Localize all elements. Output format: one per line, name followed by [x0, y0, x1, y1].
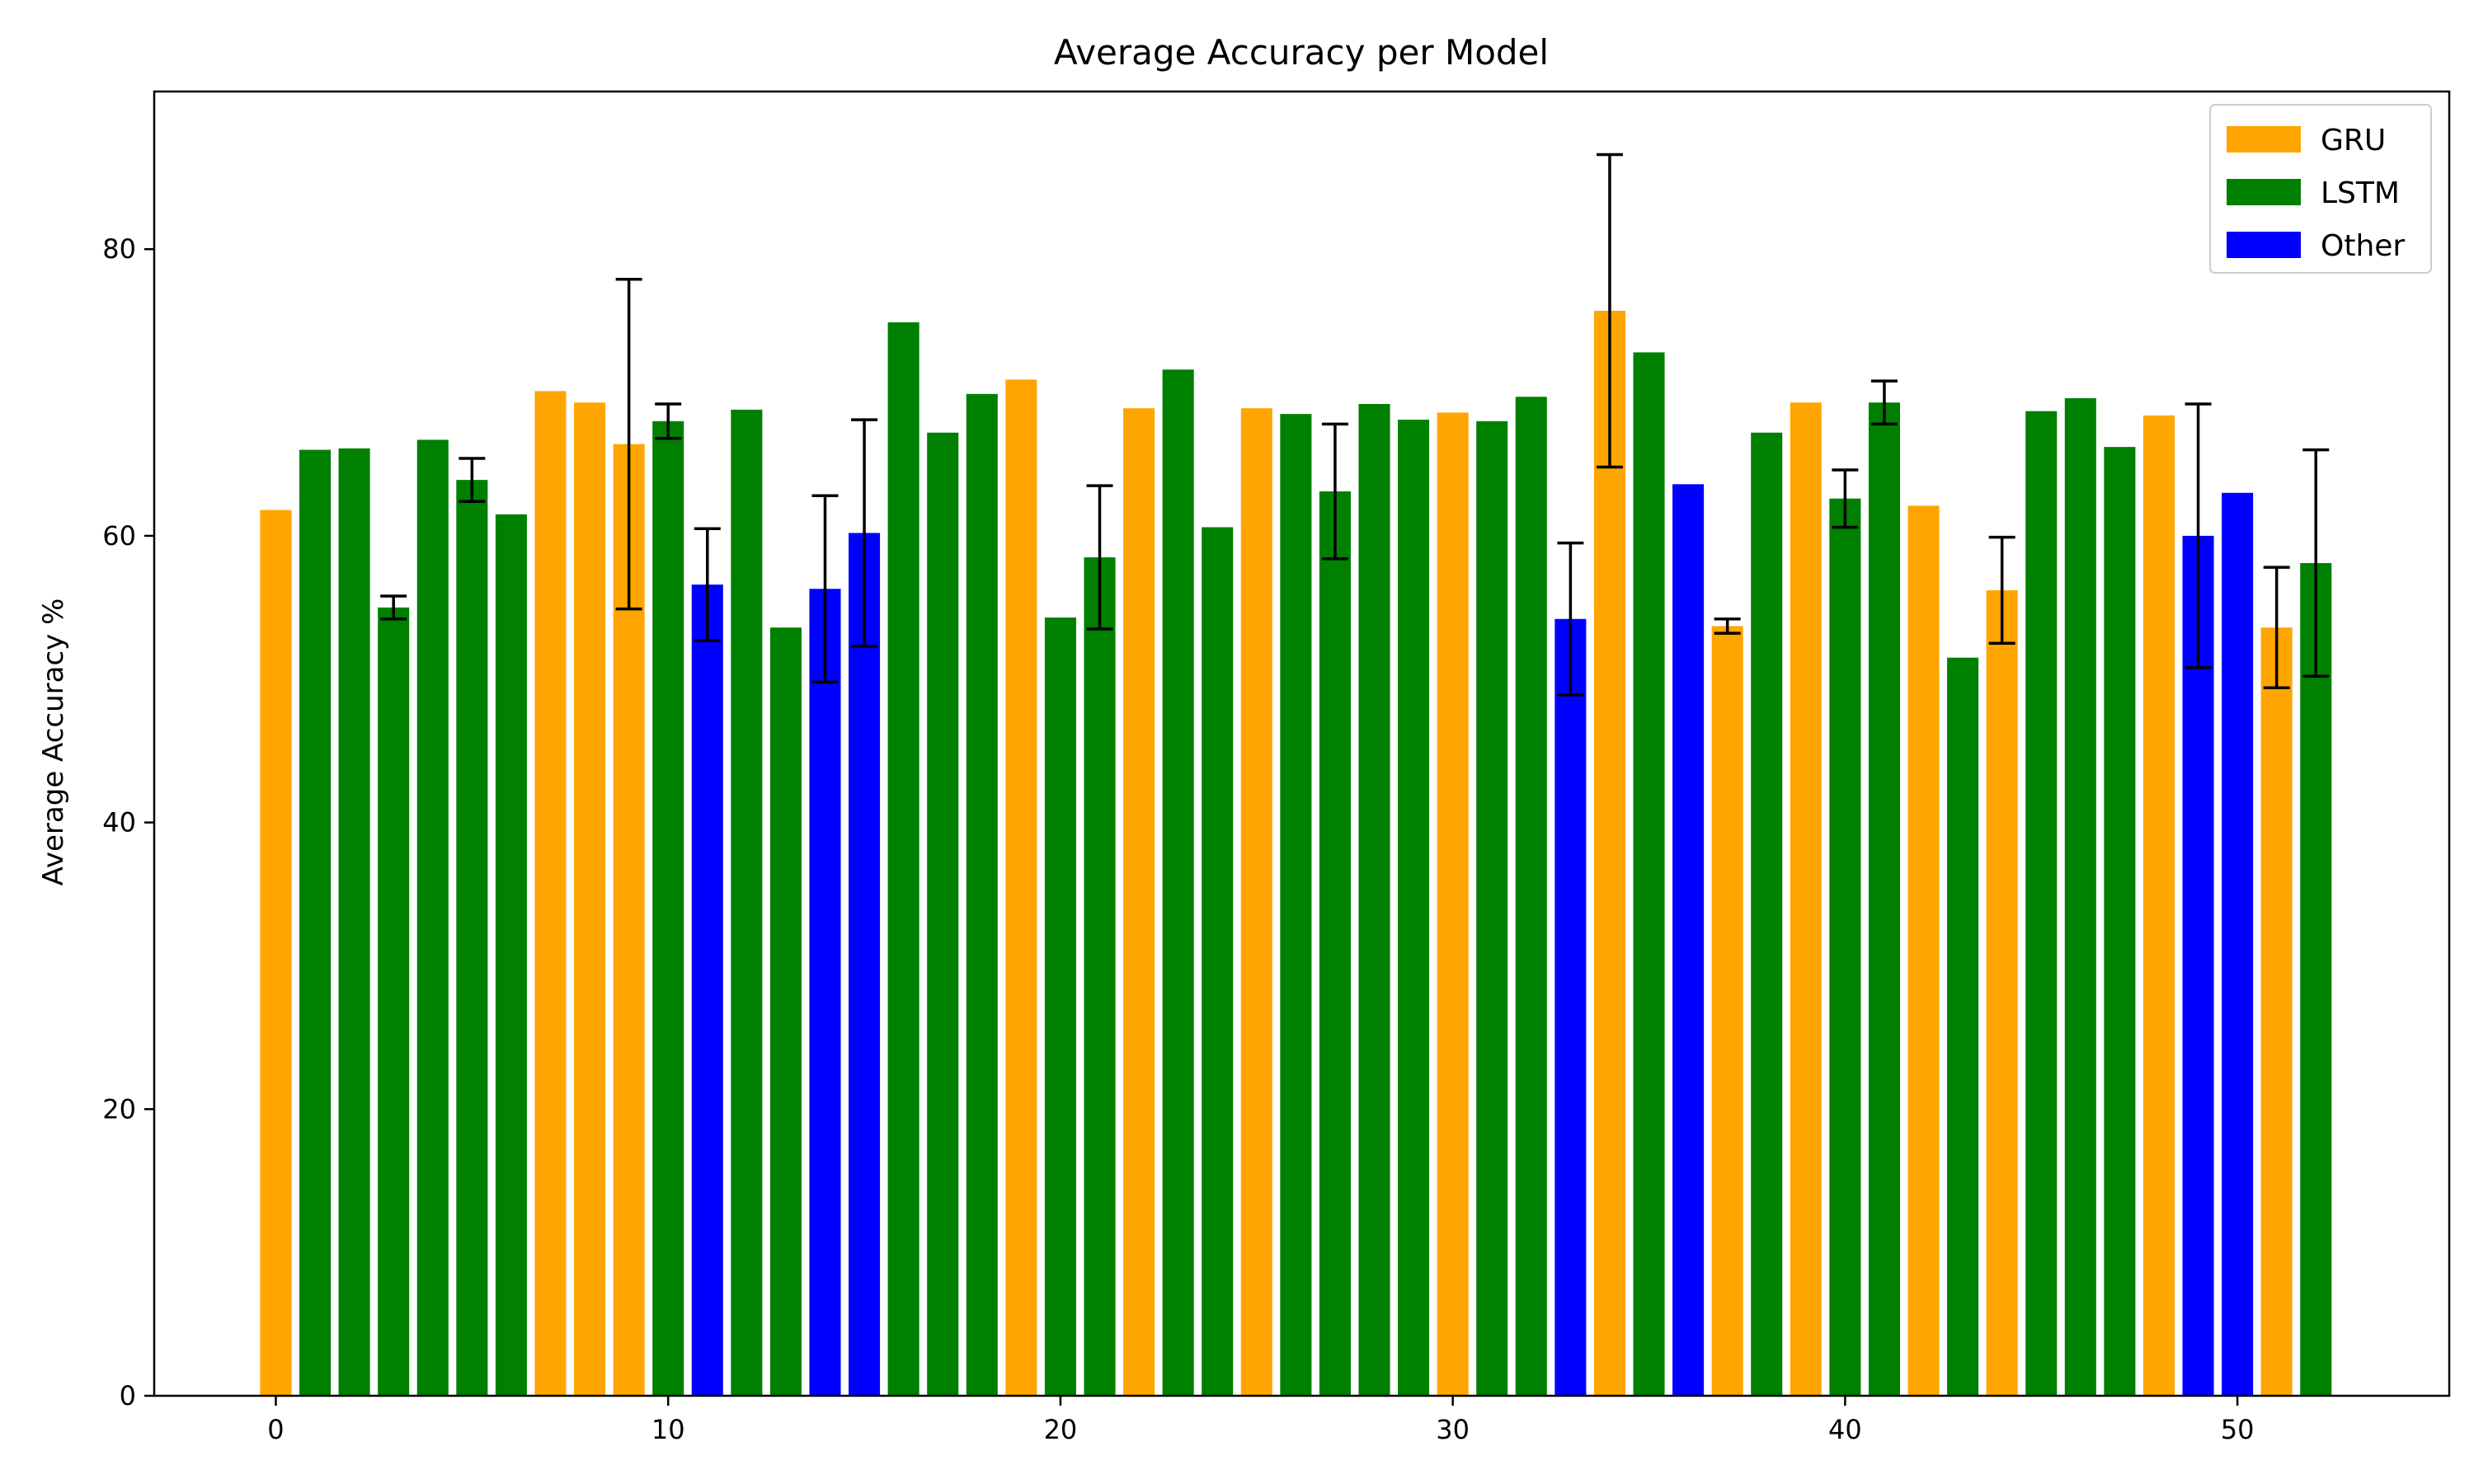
x-tick-label: 10: [651, 1414, 685, 1445]
bar: [1515, 397, 1547, 1397]
plot-frame: [153, 90, 2451, 1397]
bars-layer: [260, 310, 2332, 1397]
y-tick-label: 60: [102, 520, 136, 552]
bar: [456, 480, 488, 1396]
y-tick-label: 40: [102, 807, 136, 838]
y-tick-label: 0: [120, 1380, 136, 1411]
legend-entry: GRU: [2227, 124, 2386, 157]
bar: [2260, 627, 2293, 1396]
error-bar: [1557, 541, 1584, 697]
legend-entry: Other: [2227, 229, 2405, 263]
bar: [1123, 408, 1155, 1397]
bar: [1280, 414, 1312, 1397]
bar: [1202, 527, 1234, 1396]
bar: [1986, 589, 2018, 1396]
error-bar: [1086, 484, 1113, 631]
bar: [809, 589, 841, 1396]
bar: [1084, 557, 1116, 1396]
y-tick-label: 20: [102, 1093, 136, 1125]
x-tick-label: 40: [1828, 1414, 1862, 1445]
bar: [2300, 562, 2332, 1396]
bar: [1437, 412, 1469, 1396]
bar: [1005, 379, 1037, 1396]
bar: [1672, 484, 1705, 1397]
bar: [1593, 310, 1625, 1396]
error-bar: [811, 494, 839, 683]
bar: [1319, 491, 1351, 1396]
error-bar: [1596, 153, 1623, 469]
bar: [1829, 498, 1861, 1396]
bar: [495, 514, 527, 1396]
error-bar: [851, 418, 878, 648]
bar: [1162, 369, 1194, 1397]
bar: [2182, 535, 2214, 1396]
bar: [574, 402, 606, 1397]
bar: [2064, 398, 2096, 1396]
legend: GRU LSTM Other: [2209, 104, 2432, 274]
bar: [966, 393, 998, 1396]
error-bar: [694, 527, 721, 642]
bar: [1633, 352, 1665, 1396]
legend-swatch: [2227, 126, 2301, 153]
bar: [849, 533, 881, 1396]
bar: [652, 420, 684, 1396]
chart-title: Average Accuracy per Model: [1054, 32, 1549, 73]
x-tick-label: 20: [1044, 1414, 1078, 1445]
bar: [1476, 420, 1508, 1396]
error-bar: [615, 277, 642, 611]
error-bar: [655, 402, 682, 440]
bar: [887, 322, 920, 1396]
bar: [1358, 403, 1390, 1396]
bar: [1711, 626, 1743, 1396]
error-bar: [1870, 379, 1898, 426]
bar: [2025, 411, 2058, 1397]
bar: [338, 448, 370, 1396]
x-tick-label: 30: [1436, 1414, 1470, 1445]
bar: [534, 391, 567, 1396]
bar: [731, 409, 763, 1396]
legend-entry: LSTM: [2227, 176, 2400, 210]
x-tick-label: 0: [267, 1414, 284, 1445]
bar: [1240, 408, 1272, 1397]
error-bar: [2263, 566, 2290, 689]
legend-swatch: [2227, 179, 2301, 205]
bar: [691, 585, 723, 1396]
legend-label: Other: [2321, 229, 2405, 263]
bar: [1398, 420, 1430, 1397]
bar: [378, 607, 410, 1396]
bar: [1751, 432, 1783, 1396]
bar: [2222, 492, 2254, 1396]
axes-layer: 0 10 20 30 40 50 0 20 40 60 80: [102, 90, 2451, 1445]
error-bar: [1988, 535, 2015, 646]
bar: [260, 510, 292, 1396]
legend-swatch: [2227, 232, 2301, 258]
error-bar: [1321, 422, 1348, 561]
bar: [1554, 618, 1587, 1396]
legend-label: GRU: [2321, 124, 2386, 157]
error-bar: [1714, 618, 1741, 635]
error-bar: [1832, 468, 1859, 529]
bar: [1947, 657, 1979, 1396]
error-bars-layer: [380, 153, 2330, 697]
bar: [1907, 505, 1940, 1396]
y-axis-label: Average Accuracy %: [37, 599, 70, 886]
bar: [1868, 402, 1900, 1397]
bar: [2142, 415, 2175, 1396]
error-bar: [2302, 448, 2330, 679]
bar: [299, 449, 332, 1396]
x-tick-label: 50: [2221, 1414, 2255, 1445]
legend-label: LSTM: [2321, 176, 2400, 210]
bar: [1044, 618, 1076, 1396]
bar: [416, 439, 449, 1396]
bar: [1790, 402, 1822, 1397]
bar: [769, 627, 802, 1396]
bar: [2104, 447, 2136, 1397]
error-bar: [459, 457, 486, 503]
error-bar: [2185, 402, 2212, 669]
y-tick-label: 80: [102, 233, 136, 265]
bar: [927, 432, 959, 1396]
error-bar: [380, 594, 407, 621]
